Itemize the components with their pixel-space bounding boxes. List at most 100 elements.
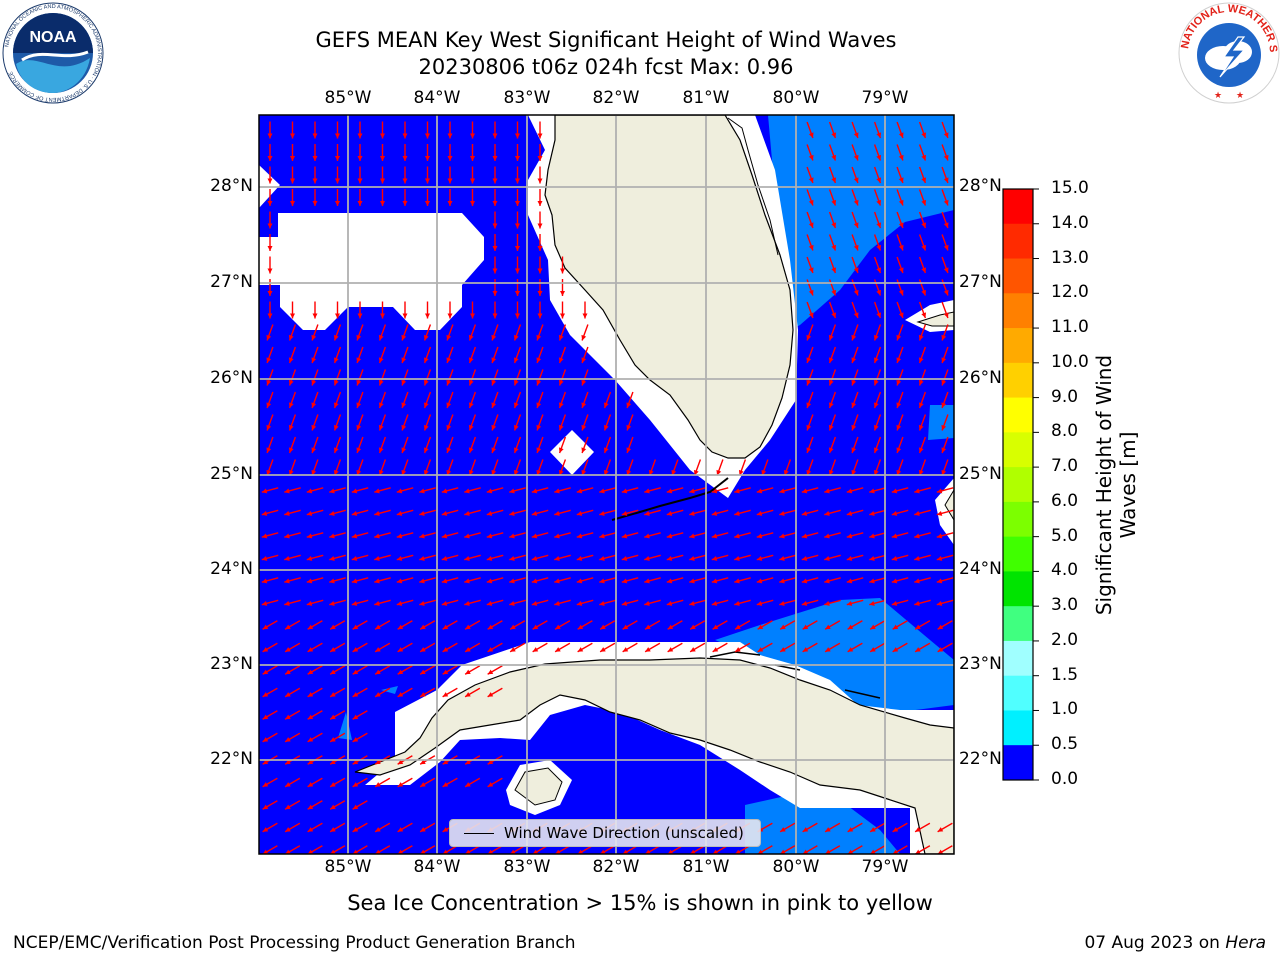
wave-arrow-head	[806, 447, 812, 453]
wave-arrow-head	[492, 133, 498, 139]
wave-arrow-head	[918, 469, 924, 476]
wave-arrow-head	[402, 156, 408, 161]
wave-arrow-head	[779, 510, 785, 516]
wave-arrow-head	[285, 624, 291, 630]
wave-arrow-head	[801, 488, 808, 494]
wave-arrow-head	[307, 737, 314, 742]
wave-arrow-head	[896, 334, 902, 341]
wave-arrow-head	[425, 178, 430, 184]
wave-arrow-head	[806, 334, 812, 341]
wave-arrow-head	[515, 223, 520, 229]
map-frame	[258, 114, 955, 855]
wave-arrow-head	[536, 402, 542, 408]
wave-arrow-head	[446, 379, 452, 386]
svg-text:★: ★	[1236, 91, 1244, 101]
wave-arrow-head	[898, 312, 904, 318]
footer-date: 07 Aug 2023 on Hera	[1084, 933, 1266, 953]
wave-arrow-head	[402, 178, 408, 184]
wave-arrow-head	[892, 624, 899, 630]
wave-arrow-head	[447, 313, 453, 319]
wave-arrow-head	[261, 600, 268, 606]
wave-arrow-head	[536, 357, 542, 363]
wave-arrow-head	[351, 533, 358, 539]
wave-arrow-head	[711, 578, 718, 584]
wave-arrow-head	[537, 178, 543, 184]
wave-arrow-head	[284, 600, 290, 606]
wave-arrow-head	[622, 624, 629, 630]
wave-arrow-head	[876, 154, 882, 161]
colorbar-segment	[1003, 536, 1033, 572]
wave-arrow-head	[419, 533, 425, 539]
wave-arrow-head	[335, 156, 340, 161]
lon-label-bottom: 83°W	[503, 857, 551, 877]
wave-arrow-head	[402, 313, 408, 319]
wave-arrow-head	[558, 424, 564, 431]
wave-arrow-head	[846, 600, 853, 606]
wave-arrow-head	[375, 692, 381, 697]
wave-arrow-head	[420, 624, 426, 630]
wave-arrow-head	[356, 424, 362, 431]
wave-arrow-head	[738, 469, 744, 476]
wave-arrow-head	[402, 133, 408, 139]
wave-arrow-head	[576, 533, 583, 539]
wave-arrow-head	[537, 291, 543, 296]
wave-arrow-head	[648, 469, 654, 476]
wave-arrow-head	[943, 177, 949, 183]
wave-arrow-head	[891, 600, 898, 606]
wave-arrow-head	[531, 510, 538, 516]
lat-label-left: 28°N	[210, 176, 253, 196]
wave-arrow-head	[290, 133, 295, 139]
wave-arrow-head	[896, 379, 902, 386]
wave-arrow-head	[464, 533, 470, 539]
wave-arrow-head	[307, 692, 314, 697]
wave-arrow-head	[375, 669, 381, 675]
wave-arrow-head	[831, 244, 837, 251]
lon-label-bottom: 82°W	[592, 857, 640, 877]
wave-arrow-head	[689, 600, 695, 606]
wave-arrow-head	[558, 447, 564, 453]
wave-arrow-head	[423, 379, 429, 386]
wave-arrow-head	[267, 178, 273, 184]
wave-arrow-head	[513, 379, 519, 386]
wave-arrow-head	[667, 849, 674, 854]
wave-arrow-head	[330, 737, 336, 742]
wave-arrow-head	[581, 402, 587, 408]
wave-arrow-head	[487, 782, 494, 787]
sea-ice-note: Sea Ice Concentration > 15% is shown in …	[347, 891, 933, 915]
wave-arrow-head	[352, 849, 359, 854]
wave-arrow-head	[808, 267, 814, 273]
wave-arrow-head	[600, 849, 606, 854]
wave-arrow-head	[513, 402, 519, 408]
wave-arrow-head	[801, 510, 808, 516]
wave-arrow-head	[943, 154, 949, 161]
wave-arrow-head	[873, 334, 879, 341]
wave-region-atlantic	[768, 115, 954, 330]
wave-arrow-head	[941, 469, 947, 476]
wave-arrow-head	[356, 469, 362, 476]
wave-arrow-head	[486, 510, 493, 516]
wave-arrow-head	[876, 132, 882, 138]
wave-arrow-head	[423, 469, 429, 476]
wave-arrow-head	[306, 533, 313, 539]
wave-arrow-head	[307, 714, 314, 720]
wave-arrow-head	[828, 424, 834, 431]
wave-arrow-head	[825, 647, 831, 652]
wave-arrow-head	[468, 357, 474, 363]
wave-arrow-head	[831, 177, 837, 183]
wave-arrow-head	[853, 244, 859, 251]
wave-arrow-head	[442, 759, 449, 765]
wave-arrow-head	[401, 447, 407, 453]
wave-arrow-head	[779, 533, 785, 539]
wave-arrow-head	[828, 357, 834, 363]
wind-wave-arrows	[261, 121, 954, 854]
wave-arrow-head	[509, 555, 515, 561]
wave-arrow-head	[401, 357, 407, 363]
wave-arrow-head	[599, 488, 605, 494]
wave-arrow-head	[801, 555, 808, 561]
wave-arrow-head	[599, 578, 605, 584]
wave-arrow-head	[621, 555, 628, 561]
wave-arrow-head	[378, 379, 384, 386]
wave-arrow-head	[425, 313, 430, 319]
wave-arrow-head	[442, 669, 449, 675]
wave-arrow-head	[312, 313, 318, 319]
